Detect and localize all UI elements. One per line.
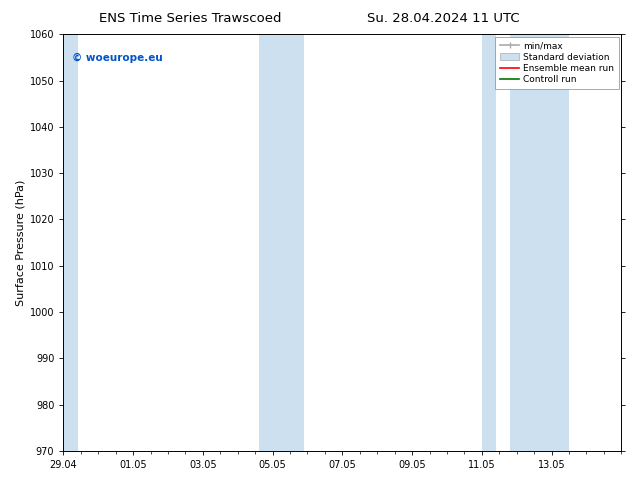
Bar (259, 34, 304, 451)
Legend: min/max, Standard deviation, Ensemble mean run, Controll run: min/max, Standard deviation, Ensemble me… (495, 37, 619, 89)
Text: ENS Time Series Trawscoed: ENS Time Series Trawscoed (99, 12, 281, 25)
Y-axis label: Surface Pressure (hPa): Surface Pressure (hPa) (16, 179, 25, 306)
Bar (63, 34, 78, 451)
Bar (510, 34, 569, 451)
Bar (482, 34, 496, 451)
Text: © woeurope.eu: © woeurope.eu (72, 53, 162, 63)
Text: Su. 28.04.2024 11 UTC: Su. 28.04.2024 11 UTC (368, 12, 520, 25)
